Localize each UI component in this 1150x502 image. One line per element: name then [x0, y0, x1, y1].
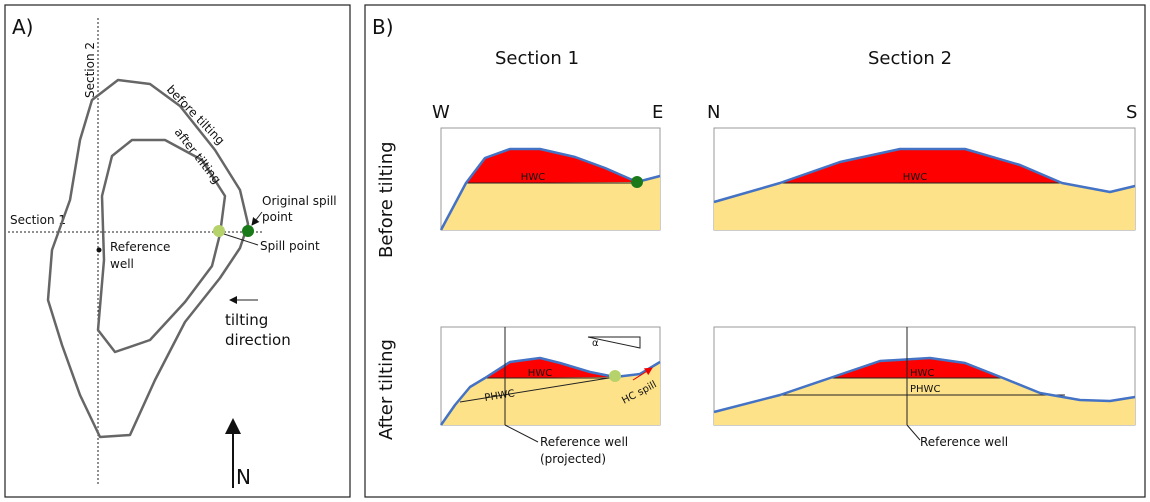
column-title: Section 1 [495, 48, 579, 69]
arrow [251, 211, 263, 226]
annotation: (projected) [540, 452, 606, 466]
annotation: Reference well [540, 435, 628, 449]
annotation: Reference well [920, 435, 1008, 449]
annotation: Reference [110, 240, 170, 254]
angle-triangle [587, 336, 641, 349]
north-label: N [236, 465, 251, 489]
ground-line [439, 356, 661, 426]
panel-a: A) Section 2 Section 1 before tilting af… [4, 4, 351, 498]
panel-frame [364, 4, 1146, 498]
original-spill-point [631, 176, 643, 188]
annotation: direction [225, 331, 291, 349]
ground-line [713, 147, 1136, 204]
annotation: Spill point [260, 239, 320, 253]
direction-label: W [432, 102, 450, 123]
hwc-label: HWC [910, 368, 934, 379]
original-spill-point [242, 225, 254, 237]
panel-frame [4, 4, 351, 498]
phwc-label: PHWC [484, 388, 516, 404]
ground-line [439, 147, 661, 231]
section-label: Section 2 [83, 42, 97, 98]
angle-label: α [592, 338, 599, 349]
section-label: Section 1 [10, 213, 66, 227]
hwc-label: HWC [521, 172, 545, 183]
leader [223, 233, 259, 246]
spill-point [213, 225, 225, 237]
phwc-label: PHWC [910, 384, 940, 395]
reference-well [96, 247, 102, 253]
row-label: Before tilting [376, 141, 397, 258]
sand [714, 358, 1135, 425]
hwc-label: HWC [528, 368, 552, 379]
annotation: point [262, 210, 293, 224]
ground-line [713, 356, 1136, 414]
contour-label: before tilting [164, 82, 228, 147]
direction-label: E [652, 102, 663, 123]
contour-before [46, 78, 250, 439]
annotation: tilting [225, 311, 268, 329]
column-title: Section 2 [868, 48, 952, 69]
leader [504, 424, 539, 443]
hydrocarbon [466, 149, 637, 183]
phwc-line [459, 376, 616, 403]
annotation: Original spill [262, 194, 337, 208]
leader [906, 424, 921, 441]
direction-label: S [1126, 102, 1137, 123]
panel-label: B) [372, 15, 394, 39]
spill-arrow [632, 367, 653, 381]
hwc-label: HWC [903, 172, 927, 183]
hydrocarbon [485, 358, 615, 378]
panel-b: B) Section 1 Section 2 W E N S Before ti… [364, 4, 1146, 498]
spill-point [609, 370, 621, 382]
panel-label: A) [12, 15, 33, 39]
row-label: After tilting [376, 339, 397, 440]
contour-after [96, 138, 227, 354]
annotation: well [110, 257, 134, 271]
direction-label: N [707, 102, 720, 123]
